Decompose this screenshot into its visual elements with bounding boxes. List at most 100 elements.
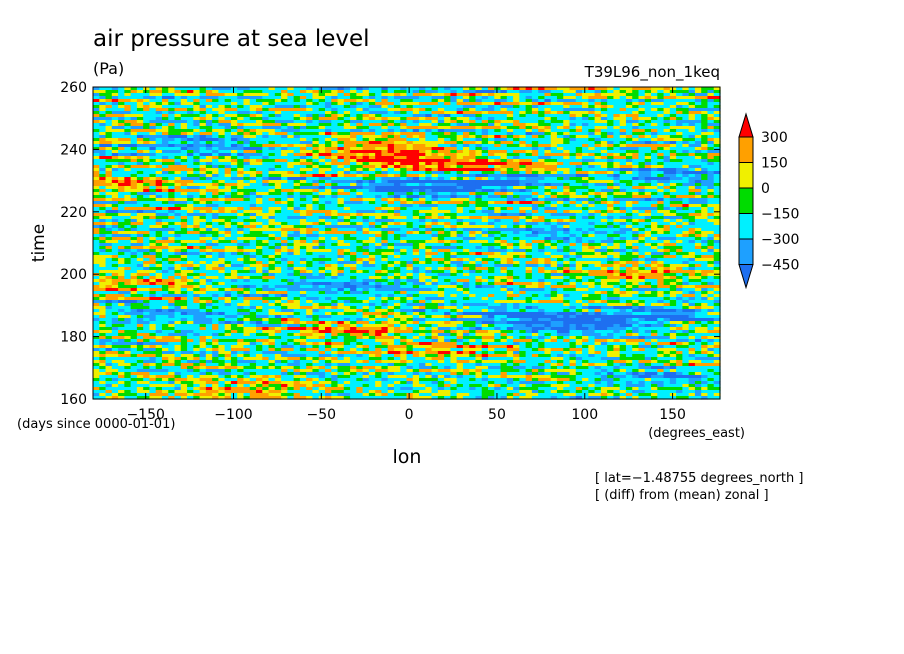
heatmap-cell xyxy=(632,111,640,115)
heatmap-cell xyxy=(368,105,376,109)
heatmap-cell xyxy=(306,159,314,163)
heatmap-cell xyxy=(519,156,527,160)
heatmap-cell xyxy=(324,174,332,178)
heatmap-cell xyxy=(281,141,288,145)
heatmap-cell xyxy=(431,150,439,154)
heatmap-cell xyxy=(563,219,571,223)
heatmap-cell xyxy=(531,210,539,214)
heatmap-cell xyxy=(350,225,357,229)
heatmap-cell xyxy=(256,192,263,196)
heatmap-cell xyxy=(412,147,420,151)
heatmap-cell xyxy=(582,195,589,199)
heatmap-cell xyxy=(688,174,696,178)
heatmap-cell xyxy=(368,195,376,199)
heatmap-cell xyxy=(713,87,721,91)
heatmap-cell xyxy=(538,135,546,139)
heatmap-cell xyxy=(368,192,376,196)
heatmap-cell xyxy=(425,147,433,151)
heatmap-cell xyxy=(230,150,238,154)
heatmap-cell xyxy=(513,129,520,133)
heatmap-cell xyxy=(494,144,502,148)
heatmap-cell xyxy=(368,207,376,211)
heatmap-cell xyxy=(607,108,615,112)
heatmap-cell xyxy=(519,165,527,169)
heatmap-cell xyxy=(356,201,364,205)
heatmap-cell xyxy=(556,108,564,112)
heatmap-cell xyxy=(155,99,163,103)
heatmap-cell xyxy=(701,138,709,142)
heatmap-cell xyxy=(475,105,483,109)
heatmap-cell xyxy=(556,219,564,223)
heatmap-cell xyxy=(299,87,307,91)
heatmap-cell xyxy=(676,225,683,229)
heatmap-cell xyxy=(600,126,608,130)
heatmap-cell xyxy=(638,195,646,199)
heatmap-cell xyxy=(651,168,658,172)
heatmap-cell xyxy=(644,102,652,106)
heatmap-cell xyxy=(274,195,282,199)
heatmap-cell xyxy=(155,231,163,235)
heatmap-cell xyxy=(431,93,439,97)
heatmap-cell xyxy=(625,150,633,154)
heatmap-cell xyxy=(607,135,615,139)
heatmap-cell xyxy=(375,183,383,187)
heatmap-cell xyxy=(118,174,125,178)
heatmap-cell xyxy=(174,204,182,208)
heatmap-cell xyxy=(701,207,709,211)
heatmap-cell xyxy=(93,156,100,160)
heatmap-cell xyxy=(387,165,395,169)
heatmap-cell xyxy=(713,135,721,139)
heatmap-cell xyxy=(569,138,577,142)
heatmap-cell xyxy=(331,219,339,223)
heatmap-cell xyxy=(600,216,608,220)
heatmap-cell xyxy=(625,222,633,226)
heatmap-cell xyxy=(249,228,257,232)
heatmap-cell xyxy=(312,99,320,103)
heatmap-cell xyxy=(475,96,483,100)
heatmap-cell xyxy=(193,222,201,226)
heatmap-cell xyxy=(387,192,395,196)
heatmap-cell xyxy=(143,129,151,133)
heatmap-cell xyxy=(149,207,157,211)
heatmap-cell xyxy=(519,153,527,157)
heatmap-cell xyxy=(224,216,232,220)
heatmap-cell xyxy=(205,162,213,166)
heatmap-cell xyxy=(632,147,640,151)
heatmap-cell xyxy=(713,117,721,121)
heatmap-cell xyxy=(400,213,408,217)
heatmap-cell xyxy=(582,156,589,160)
heatmap-cell xyxy=(638,147,646,151)
heatmap-cell xyxy=(155,186,163,190)
heatmap-cell xyxy=(651,183,658,187)
heatmap-cell xyxy=(707,210,715,214)
heatmap-cell xyxy=(337,120,345,124)
heatmap-cell xyxy=(143,102,151,106)
heatmap-cell xyxy=(694,201,702,205)
heatmap-cell xyxy=(281,213,288,217)
heatmap-cell xyxy=(594,162,602,166)
heatmap-cell xyxy=(425,114,433,118)
heatmap-cell xyxy=(387,153,395,157)
heatmap-cell xyxy=(168,120,176,124)
heatmap-cell xyxy=(556,144,564,148)
heatmap-cell xyxy=(168,189,176,193)
heatmap-cell xyxy=(99,96,107,100)
heatmap-cell xyxy=(481,159,489,163)
heatmap-cell xyxy=(419,135,426,139)
heatmap-cell xyxy=(168,174,176,178)
heatmap-cell xyxy=(406,225,414,229)
heatmap-cell xyxy=(124,189,132,193)
heatmap-cell xyxy=(218,177,226,181)
heatmap-cell xyxy=(713,207,721,211)
heatmap-cell xyxy=(118,162,125,166)
heatmap-cell xyxy=(619,99,627,103)
heatmap-cell xyxy=(513,135,520,139)
heatmap-cell xyxy=(306,216,314,220)
heatmap-cell xyxy=(575,162,583,166)
heatmap-cell xyxy=(318,189,326,193)
heatmap-cell xyxy=(450,207,458,211)
heatmap-cell xyxy=(136,159,144,163)
heatmap-cell xyxy=(406,177,414,181)
heatmap-cell xyxy=(619,93,627,97)
heatmap-cell xyxy=(531,195,539,199)
